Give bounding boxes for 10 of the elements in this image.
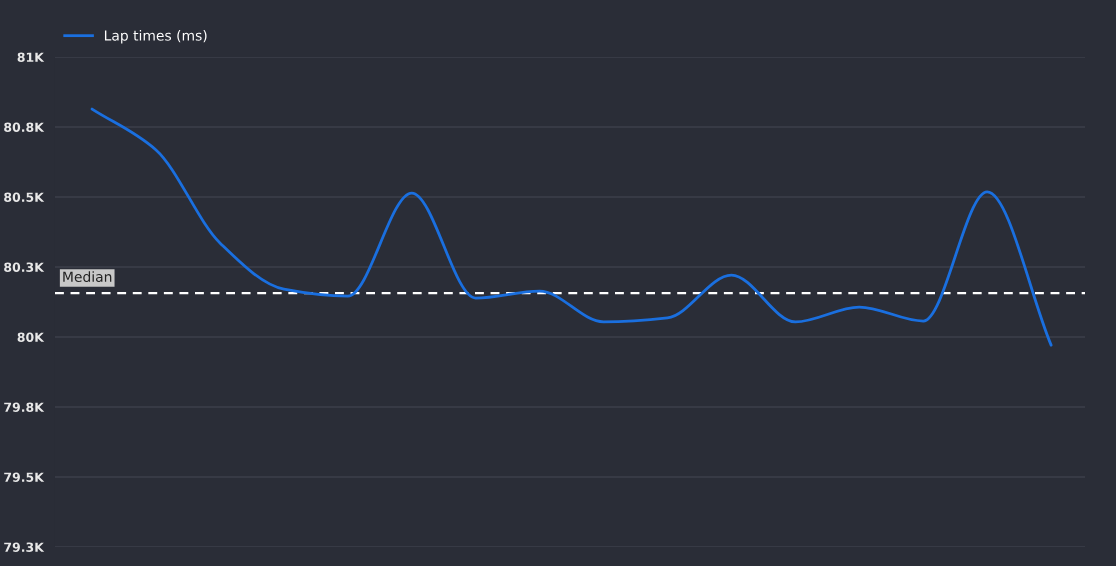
y-tick-label: 80.5K: [4, 192, 45, 202]
y-tick-label: 79.3K: [4, 542, 45, 552]
y-tick-label: 80.3K: [4, 262, 45, 272]
legend-label: Lap times (ms): [104, 29, 207, 44]
y-tick-label: 79.8K: [4, 402, 45, 412]
y-tick-label: 81K: [17, 52, 45, 62]
y-tick-label: 80K: [17, 332, 45, 342]
y-tick-label: 79.5K: [4, 472, 45, 482]
y-tick-label: 80.8K: [4, 122, 45, 132]
ref-line-label: Median: [63, 271, 112, 283]
